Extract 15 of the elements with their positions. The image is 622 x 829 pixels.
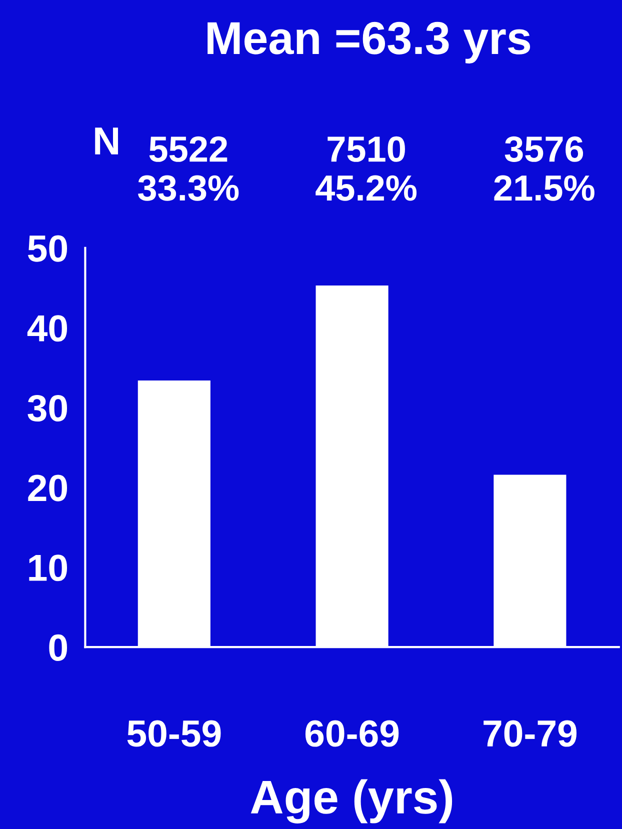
x-tick-label: 70-79 [484, 720, 577, 747]
y-tick-label: 30 [28, 394, 68, 422]
y-tick-label: 20 [28, 474, 68, 502]
y-tick-label: 10 [29, 554, 68, 582]
data-label: 5522 33.3% [138, 136, 239, 201]
y-tick-label: 0 [49, 634, 68, 661]
x-tick-label: 60-69 [305, 720, 399, 747]
x-tick-label: 50-59 [127, 720, 221, 747]
x-axis-title: Age (yrs) [250, 779, 452, 824]
text: N [95, 128, 118, 154]
data-label: 7510 45.2% [316, 136, 417, 201]
chart-title: Mean =63.3 yrs [208, 22, 530, 64]
data-label: 3576 21.5% [494, 136, 594, 201]
y-tick-label: 50 [28, 235, 68, 262]
y-tick-label: 40 [27, 315, 68, 342]
